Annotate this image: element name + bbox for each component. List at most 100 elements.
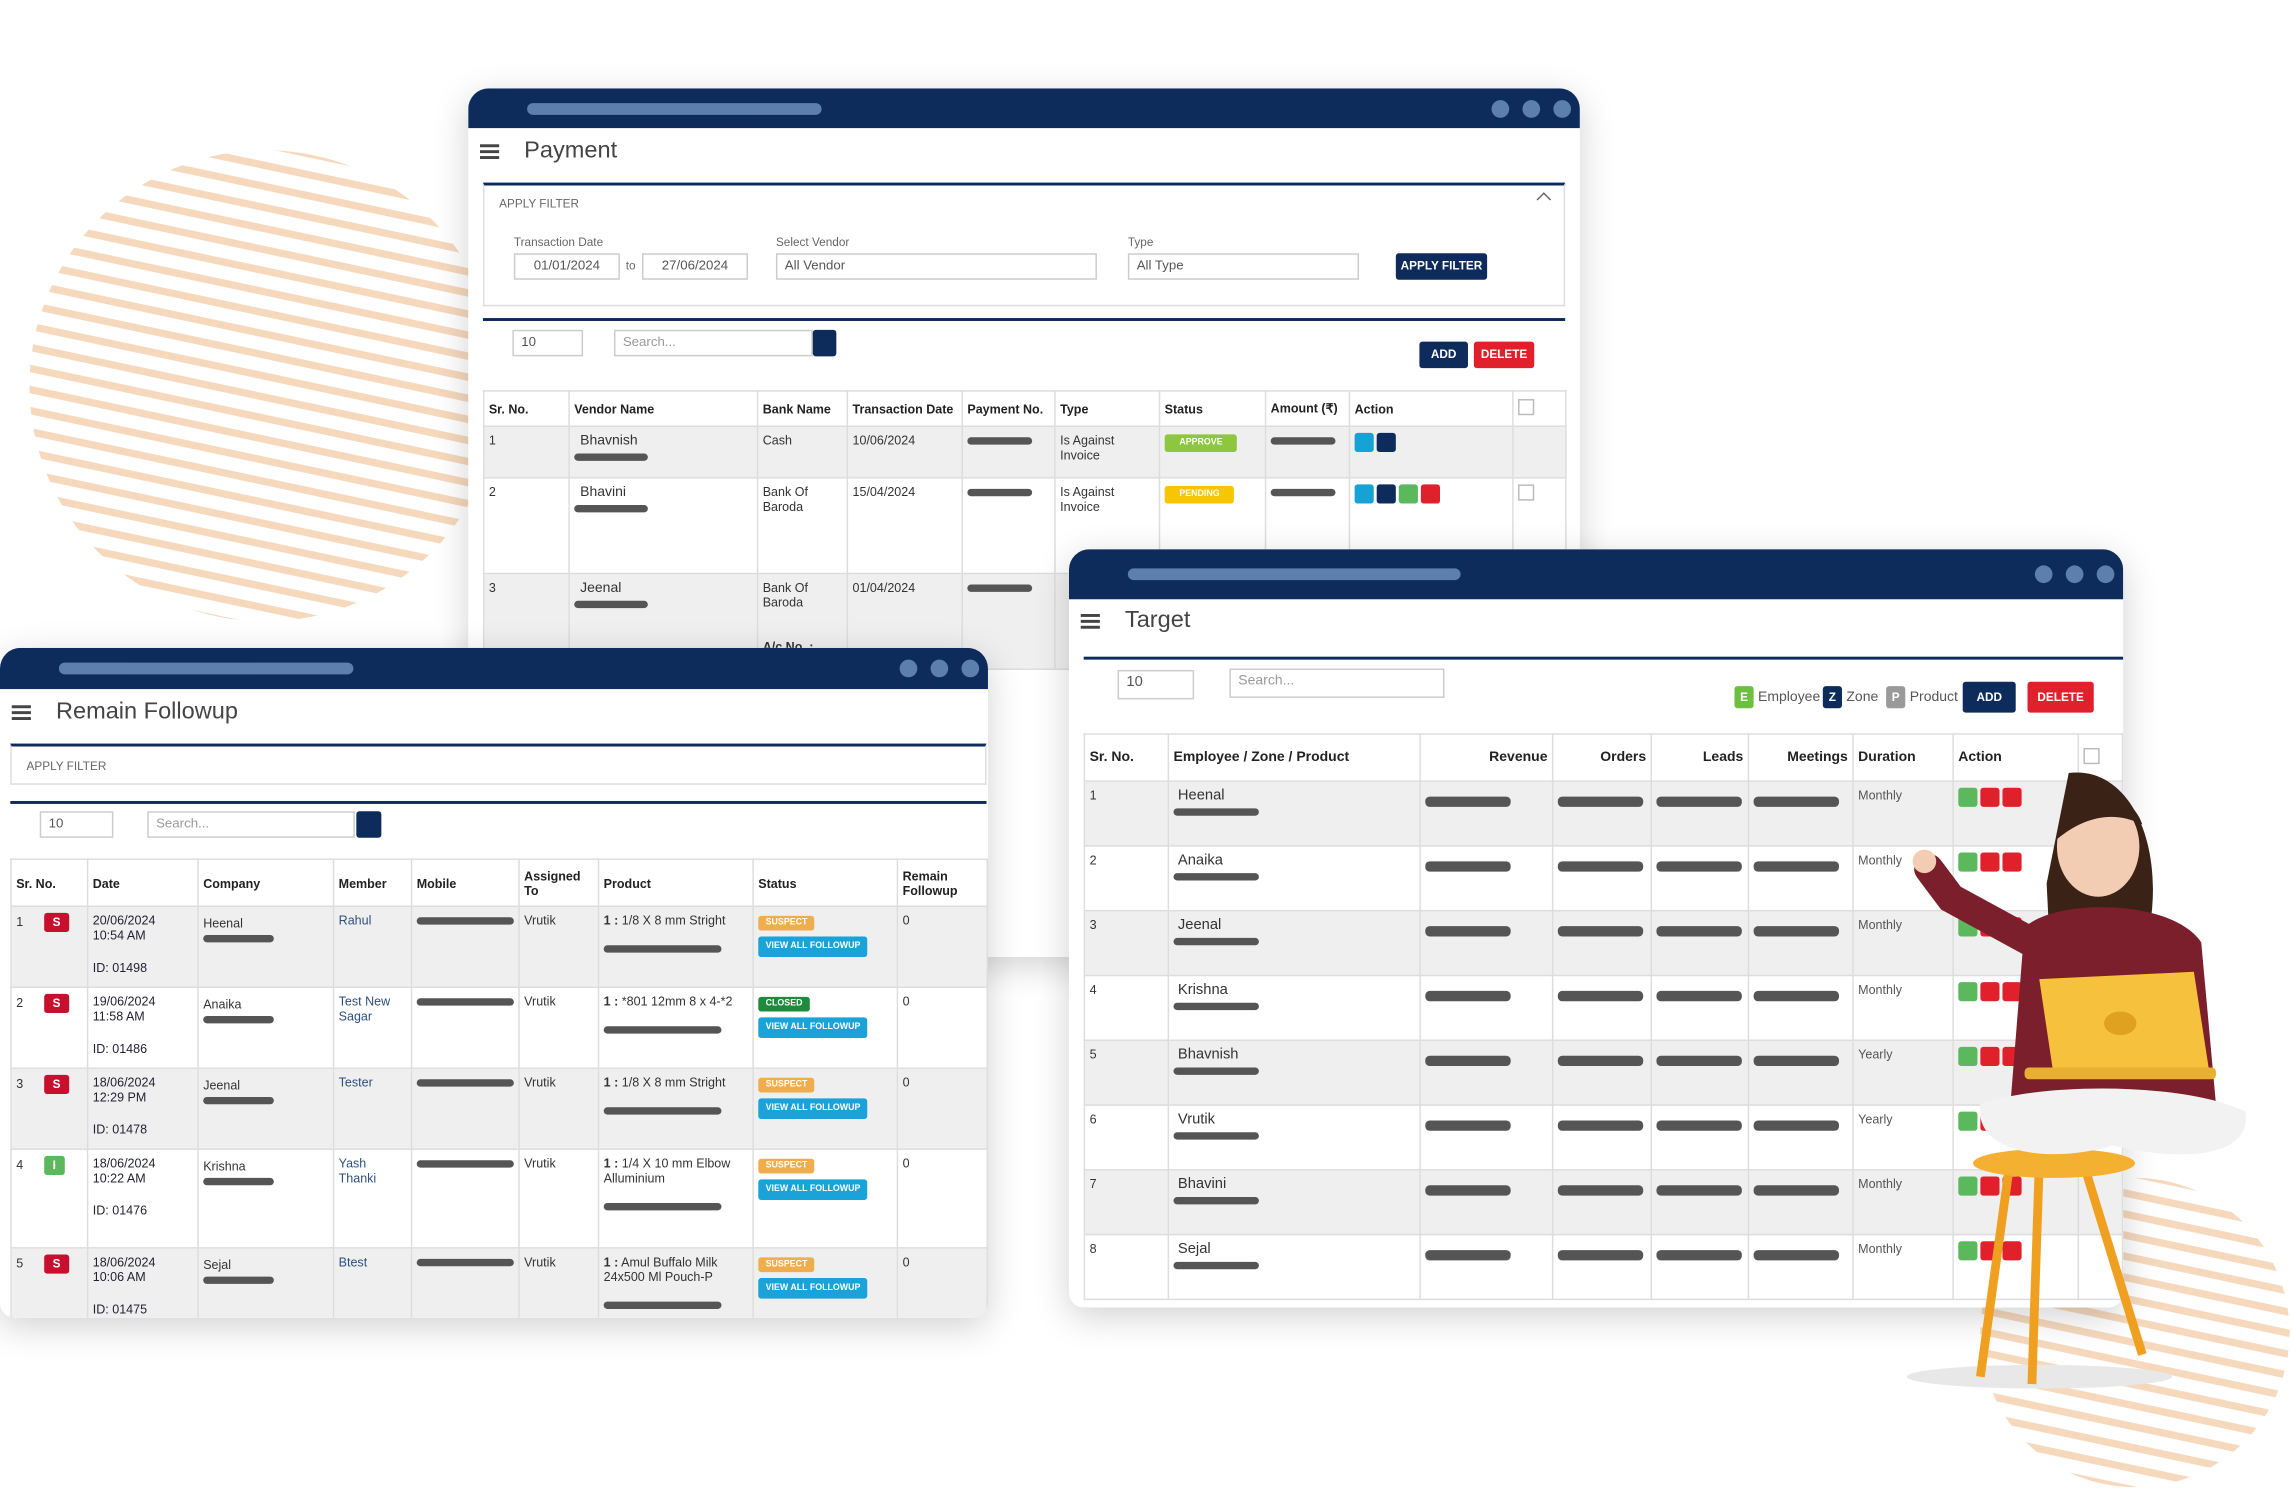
window-dot [961, 659, 980, 678]
column-header[interactable]: Status [1158, 390, 1267, 427]
page-size[interactable]: 10 [39, 811, 114, 838]
followup-id: ID: 01476 [92, 1202, 148, 1218]
column-header[interactable]: Bank Name [756, 390, 849, 427]
type-badge: I [43, 1155, 65, 1175]
column-header[interactable]: Product [597, 858, 754, 907]
column-header[interactable]: Sr. No. [1083, 733, 1170, 782]
column-header[interactable]: Action [1348, 390, 1514, 427]
vendor-select[interactable]: All Vendor [775, 253, 1097, 280]
action-icon[interactable] [2002, 982, 2022, 1002]
column-header[interactable]: Meetings [1747, 733, 1854, 782]
row-checkbox[interactable] [1518, 484, 1535, 501]
action-icon[interactable] [1980, 1176, 2000, 1196]
column-header[interactable]: Member [332, 858, 413, 907]
date-to[interactable]: 27/06/2024 [641, 253, 748, 280]
table-row: 4 I 18/06/2024 10:22 AM ID: 01476 Krishna Yash… [10, 1148, 988, 1249]
action-icon[interactable] [2002, 1241, 2022, 1261]
window-dot [1522, 100, 1541, 118]
delete-button[interactable]: DELETE [2027, 681, 2094, 713]
action-icon[interactable] [1958, 1176, 1978, 1196]
search-button[interactable] [812, 329, 837, 357]
column-header[interactable]: Transaction Date [846, 390, 963, 427]
view-followup-button[interactable]: VIEW ALL FOLLOWUP [758, 1179, 868, 1201]
action-icon[interactable] [1398, 484, 1418, 504]
action-icon[interactable] [1376, 432, 1396, 453]
menu-icon[interactable] [11, 705, 31, 709]
action-icon[interactable] [1958, 787, 1978, 807]
company: Jeenal [203, 1077, 241, 1093]
column-header[interactable]: Sr. No. [482, 390, 570, 427]
action-icon[interactable] [2002, 787, 2022, 807]
action-icon[interactable] [1420, 484, 1441, 504]
column-header[interactable]: Sr. No. [10, 858, 89, 907]
apply-filter-button[interactable]: APPLY FILTER [1395, 253, 1488, 280]
action-icon[interactable] [1980, 852, 2000, 872]
masked-value [1173, 1132, 1259, 1140]
action-icon[interactable] [1980, 787, 2000, 807]
search-box[interactable]: Search... [147, 811, 355, 838]
payment-type: Is Against Invoice [1060, 432, 1115, 463]
add-button[interactable]: ADD [1962, 681, 2016, 713]
toolbar-line [10, 800, 987, 804]
action-icon[interactable] [1980, 982, 2000, 1002]
member: Btest [338, 1254, 368, 1270]
table-cell: Vrutik [518, 905, 600, 988]
action-icon[interactable] [1958, 982, 1978, 1002]
column-header[interactable]: Remain Followup [896, 858, 988, 907]
search-button[interactable] [356, 811, 382, 838]
search-box[interactable]: Search... [1229, 668, 1445, 698]
column-header[interactable]: Vendor Name [568, 390, 759, 427]
action-icon[interactable] [1958, 1111, 1978, 1131]
column-header[interactable]: Company [197, 858, 335, 907]
action-icon[interactable] [1958, 1241, 1978, 1261]
column-header[interactable]: Duration [1852, 733, 1954, 782]
employee-name: Bhavini [1177, 1176, 1227, 1193]
menu-icon[interactable] [1080, 613, 1100, 617]
checkbox[interactable] [1518, 399, 1535, 416]
date-from[interactable]: 01/01/2024 [513, 253, 620, 280]
page-size[interactable]: 10 [1117, 669, 1195, 700]
column-header[interactable]: Assigned To [518, 858, 600, 907]
action-icon[interactable] [1958, 852, 1978, 872]
view-followup-button[interactable]: VIEW ALL FOLLOWUP [758, 1098, 868, 1120]
action-icon[interactable] [1376, 484, 1396, 504]
column-header[interactable]: Action [1952, 733, 2080, 782]
sr-no: 1 [16, 914, 24, 930]
action-icon[interactable] [1980, 1046, 2000, 1067]
page-size[interactable]: 10 [512, 329, 584, 357]
add-button[interactable]: ADD [1419, 341, 1468, 369]
action-icon[interactable] [2002, 852, 2022, 872]
column-header[interactable]: Orders [1551, 733, 1653, 782]
view-followup-button[interactable]: VIEW ALL FOLLOWUP [758, 1017, 868, 1039]
menu-icon[interactable] [480, 144, 500, 148]
table-cell: Jeenal [1167, 909, 1421, 977]
view-followup-button[interactable]: VIEW ALL FOLLOWUP [758, 1278, 868, 1299]
column-header[interactable]: Date [86, 858, 199, 907]
search-box[interactable]: Search... [613, 329, 813, 357]
product-line: 1 : 1/8 X 8 mm Stright [604, 913, 748, 928]
column-header[interactable]: Amount (₹) [1264, 390, 1351, 427]
table-cell: 1 [482, 425, 570, 479]
column-header[interactable]: Payment No. [961, 390, 1056, 427]
action-icon[interactable] [1354, 484, 1374, 504]
type-select[interactable]: All Type [1127, 253, 1360, 280]
remain-followup: 0 [902, 1074, 910, 1090]
view-followup-button[interactable]: VIEW ALL FOLLOWUP [758, 936, 868, 958]
table-cell: 20/06/2024 10:54 AM ID: 01498 [86, 905, 199, 988]
product-name: 1/4 X 10 mm Elbow Alluminium [603, 1155, 731, 1186]
column-header[interactable]: Type [1054, 390, 1161, 427]
column-header[interactable]: Mobile [410, 858, 520, 907]
column-header[interactable]: Leads [1650, 733, 1750, 782]
status-badge[interactable]: PENDING [1164, 485, 1235, 504]
table-cell: Test New Sagar [332, 986, 413, 1069]
action-icon[interactable] [1354, 432, 1374, 453]
column-header[interactable]: Revenue [1419, 733, 1554, 782]
action-icon[interactable] [1958, 1046, 1978, 1067]
checkbox[interactable] [2083, 747, 2100, 764]
column-header[interactable]: Status [752, 858, 899, 907]
delete-button[interactable]: DELETE [1473, 341, 1535, 369]
status-badge[interactable]: APPROVE [1164, 434, 1238, 453]
collapse-icon[interactable] [1536, 192, 1552, 207]
header-row: Sr. No. Employee / Zone / Product Revenue O… [1083, 733, 2124, 782]
column-header[interactable]: Employee / Zone / Product [1167, 733, 1421, 782]
